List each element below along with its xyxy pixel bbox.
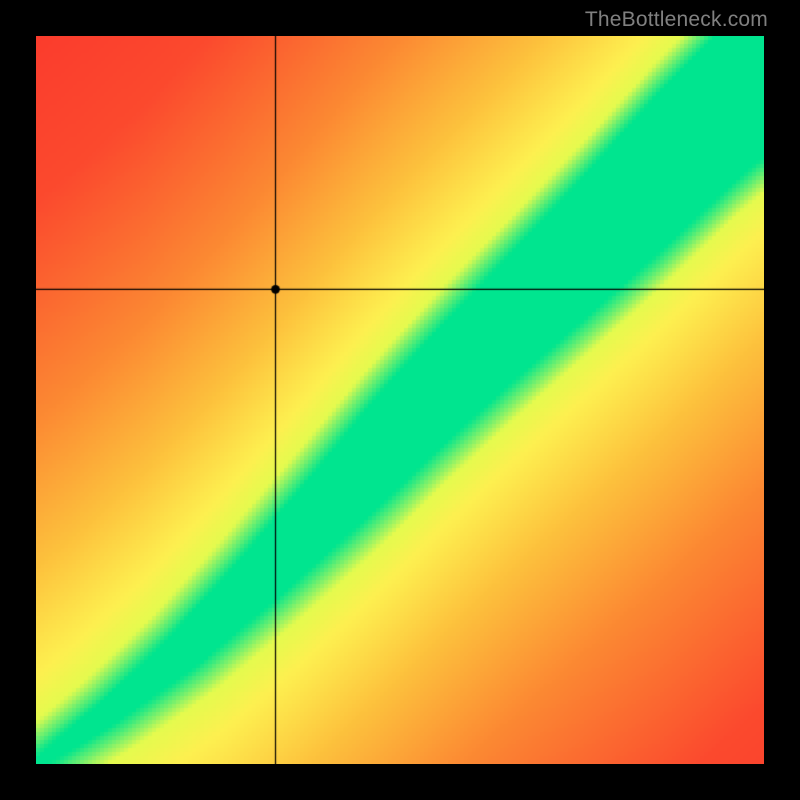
watermark: TheBottleneck.com [585,8,768,32]
bottleneck-heatmap [36,36,764,764]
chart-container: { "watermark": "TheBottleneck.com", "cha… [0,0,800,800]
